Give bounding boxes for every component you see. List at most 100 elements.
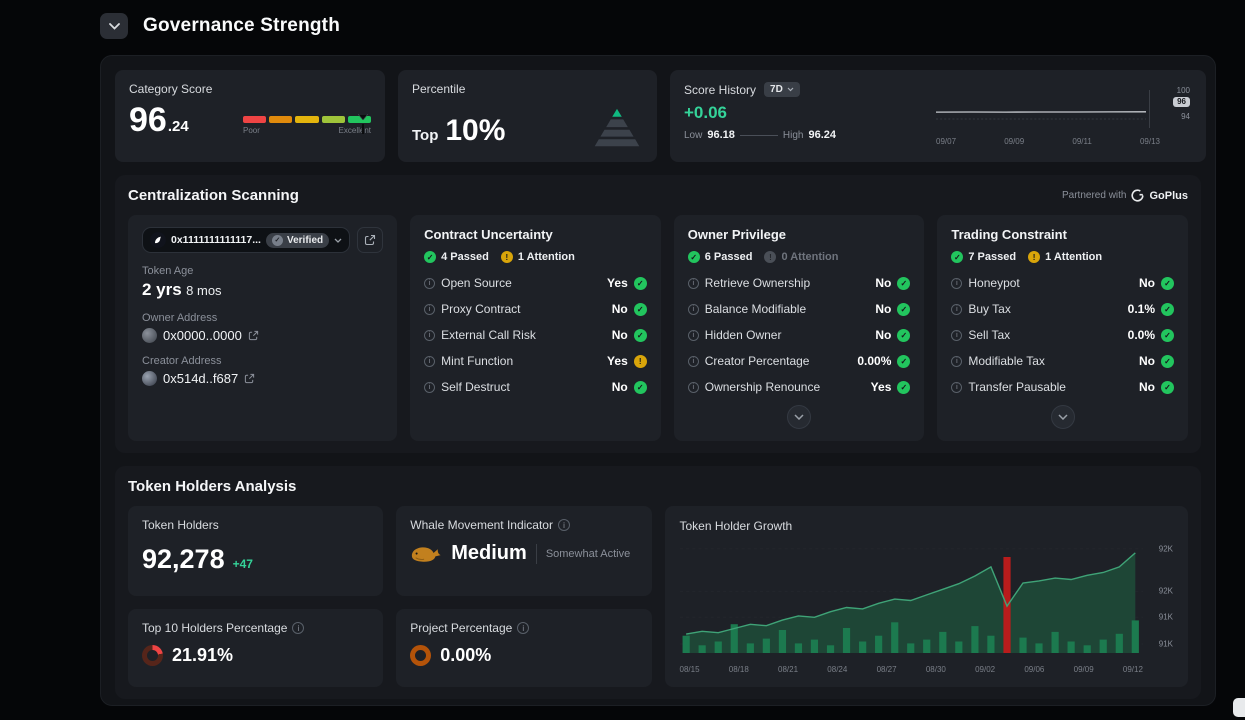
info-icon[interactable]: i	[424, 277, 436, 289]
info-icon[interactable]: i	[424, 303, 436, 315]
page-title: Governance Strength	[143, 15, 341, 36]
token-age-label: Token Age	[142, 265, 194, 277]
passed-badge: 7 Passed	[951, 251, 1016, 263]
low-label: Low	[684, 129, 703, 141]
info-icon[interactable]: i	[951, 303, 963, 315]
token-age-years: 2 yrs	[142, 280, 182, 299]
project-percentage-label: Project Percentage	[410, 621, 513, 635]
holder-growth-chart: 92K 92K 91K 91K	[679, 541, 1173, 663]
x-axis-label: 08/15	[679, 665, 700, 674]
donut-hole	[147, 650, 158, 661]
growth-chart-svg	[679, 548, 1143, 653]
holders-title: Token Holders Analysis	[128, 478, 297, 495]
passed-count: 6 Passed	[704, 251, 753, 263]
info-icon[interactable]: i	[951, 277, 963, 289]
info-icon[interactable]: i	[292, 622, 305, 634]
info-icon[interactable]: i	[687, 329, 699, 341]
x-axis-label: 09/06	[1024, 665, 1045, 674]
scale-segment	[295, 115, 319, 123]
open-explorer-button[interactable]	[357, 227, 384, 253]
info-icon[interactable]: i	[424, 381, 436, 393]
scan-row-left: i Modifiable Tax	[951, 354, 1045, 368]
goplus-logo-icon	[1131, 189, 1145, 202]
external-link-icon[interactable]	[244, 373, 255, 384]
external-link-icon[interactable]	[248, 330, 259, 341]
scan-row-left: i Buy Tax	[951, 302, 1011, 316]
holders-grid: Token Holders 92,278 +47 Whale Movement …	[128, 506, 1188, 687]
passed-count: 4 Passed	[441, 251, 489, 263]
info-icon[interactable]: i	[687, 303, 699, 315]
attention-circle-icon	[633, 354, 647, 368]
scan-row-right: 0.0%	[1128, 328, 1174, 342]
info-icon[interactable]: i	[951, 381, 963, 393]
score-change: +0.06	[684, 103, 728, 122]
x-axis-label: 09/12	[1122, 665, 1143, 674]
main-panel: Category Score 96.24 Poor Excellent	[100, 55, 1216, 706]
score-marker-icon	[357, 107, 369, 134]
token-holders-value: 92,278	[142, 544, 225, 574]
scan-grid: 0x1111111111117... ✓ Verified Token Age …	[128, 215, 1188, 441]
info-icon[interactable]: i	[424, 355, 436, 367]
scan-badges: 6 Passed 0 Attention	[687, 251, 911, 263]
scan-row-label: Balance Modifiable	[704, 302, 807, 316]
scale-max-label: Excellent	[338, 125, 371, 135]
info-icon[interactable]: i	[951, 355, 963, 367]
scan-row: i Creator Percentage 0.00%	[687, 348, 911, 374]
scan-row-value: No	[875, 302, 892, 316]
project-donut	[410, 645, 432, 666]
range-line	[739, 134, 778, 136]
page-header: Governance Strength	[100, 13, 340, 39]
check-circle-icon	[897, 276, 911, 290]
verified-seal-icon: ✓	[271, 234, 283, 246]
x-axis-label: 09/09	[1073, 665, 1094, 674]
check-circle-icon	[633, 276, 647, 290]
info-icon[interactable]: i	[424, 329, 436, 341]
scan-row-value: Yes	[607, 354, 628, 368]
owner-address-label: Owner Address	[142, 312, 218, 324]
score-history-label: Score History	[684, 82, 757, 97]
category-score-label: Category Score	[129, 82, 213, 96]
collapse-section-button[interactable]	[100, 13, 128, 39]
info-icon[interactable]: i	[687, 355, 699, 367]
spark-axis-line	[1149, 90, 1150, 128]
chevron-down-icon[interactable]	[334, 238, 342, 243]
attention-circle-icon	[764, 251, 777, 263]
x-axis-label: 09/07	[936, 137, 957, 146]
info-icon[interactable]: i	[557, 519, 570, 531]
partner-prefix: Partnered with	[1062, 190, 1127, 201]
high-label: High	[782, 129, 804, 141]
scan-row-right: 0.1%	[1128, 302, 1174, 316]
verified-badge: ✓ Verified	[265, 232, 330, 248]
scan-row-value: No	[611, 302, 628, 316]
info-icon[interactable]: i	[951, 329, 963, 341]
attention-count: 1 Attention	[517, 251, 575, 263]
info-icon[interactable]: i	[687, 277, 699, 289]
x-axis-label: 08/21	[778, 665, 799, 674]
token-age-value: 2 yrs 8 mos	[142, 280, 383, 300]
top10-label: Top 10 Holders Percentage	[142, 621, 288, 635]
check-circle-icon	[424, 251, 437, 263]
scan-row-left: i Open Source	[424, 276, 512, 290]
token-address-pill[interactable]: 0x1111111111117... ✓ Verified	[142, 227, 351, 253]
range-selector[interactable]: 7D	[764, 82, 800, 97]
attention-count: 0 Attention	[781, 251, 839, 263]
expand-button[interactable]	[787, 405, 812, 429]
scale-segment	[321, 115, 345, 123]
divider	[535, 543, 537, 564]
expand-button[interactable]	[1050, 405, 1075, 429]
scan-card-title: Owner Privilege	[687, 227, 787, 242]
info-icon[interactable]: i	[517, 622, 530, 634]
info-icon[interactable]: i	[687, 381, 699, 393]
score-history-card: Score History 7D +0.06 Low 96.18 High 96…	[670, 70, 1206, 162]
passed-count: 7 Passed	[968, 251, 1017, 263]
scan-row-value: No	[875, 328, 892, 342]
low-value: 96.18	[707, 129, 735, 141]
floating-button[interactable]	[1233, 698, 1245, 717]
summary-row: Category Score 96.24 Poor Excellent	[115, 70, 1206, 162]
attention-circle-icon	[500, 251, 513, 263]
check-circle-icon	[897, 328, 911, 342]
scale-segment	[269, 115, 293, 123]
chevron-down-icon	[108, 22, 120, 30]
score-decimal: .24	[167, 117, 189, 135]
scale-min-label: Poor	[243, 125, 260, 135]
